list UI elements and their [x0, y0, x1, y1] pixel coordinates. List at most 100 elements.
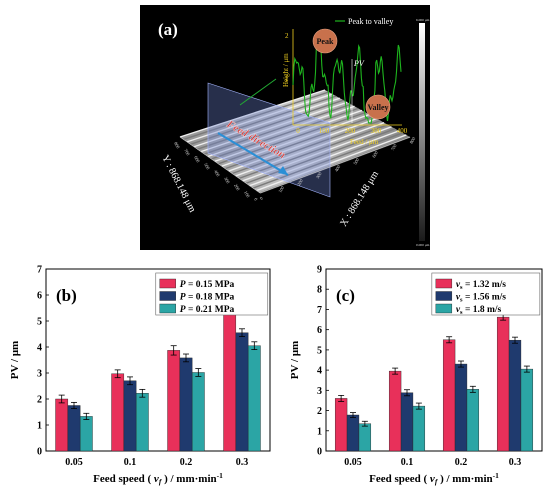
x-axis-tick-label: 600	[371, 150, 379, 159]
y-axis-tick-label: 200	[233, 183, 241, 192]
bar-chart-speed: 0 1 2 3 4 5 6 7 8 9 0.05 0.1 0.2 0.3 (c) vs = 1.32 m/s v…	[289, 265, 543, 486]
y-axis-tick-label: 100	[243, 190, 251, 199]
bar	[191, 372, 205, 452]
x-axis-label: Feed speed ( vf ) / mm·min-1	[93, 471, 223, 486]
legend-label: vs = 1.32 m/s	[456, 280, 506, 291]
bar	[400, 392, 414, 452]
y-axis-tick-label: 600	[193, 155, 201, 164]
surface-ridge	[204, 103, 352, 155]
bar	[388, 370, 402, 452]
x-axis-label: Feed speed ( vf ) / mm·min-1	[369, 471, 499, 486]
x-tick-label: 0.2	[455, 457, 468, 468]
inset-ytick-1: 1	[285, 75, 289, 83]
legend-label: P = 0.15 MPa	[180, 280, 235, 290]
surface-ridge	[231, 119, 381, 175]
x-axis-tick-label: 200	[296, 178, 304, 187]
bar	[135, 393, 149, 452]
y-axis-tick-label: 400	[213, 169, 221, 178]
y-tick-label: 5	[317, 345, 322, 356]
x-axis-tick-label: 400	[334, 164, 342, 173]
bar	[358, 423, 372, 452]
y-tick-label: 4	[37, 343, 42, 354]
surface-ridge	[179, 89, 326, 138]
inset-x-tick-label: 400	[397, 127, 408, 135]
y-tick-label: 7	[317, 305, 322, 316]
y-tick-label: 8	[317, 285, 322, 296]
bar-chart-pressure: 0 1 2 3 4 5 6 7 0.05 0.1 0.2 0.3 (b) P = 0.15 MPa P = …	[9, 265, 271, 486]
surface-ridge	[252, 132, 403, 189]
legend-swatch	[435, 278, 453, 289]
bar	[235, 332, 249, 452]
pv-label: PV	[353, 59, 365, 68]
surface-ridges	[179, 89, 411, 194]
surface-ridge	[193, 97, 341, 148]
x-tick-label: 0.3	[236, 457, 249, 468]
bar	[520, 368, 534, 452]
panel-label: (c)	[336, 286, 355, 305]
y-tick-label: 1	[37, 421, 42, 432]
legend-swatch	[159, 303, 176, 314]
x-axis-tick-label: 500	[352, 157, 360, 166]
surface-ridge	[249, 130, 400, 187]
bar	[167, 350, 181, 452]
bar	[496, 316, 510, 452]
surface-ridge	[186, 93, 333, 143]
legend-swatch	[159, 278, 176, 289]
bar	[247, 345, 261, 452]
inset-ytick-2: 2	[285, 32, 289, 40]
surface-ridge	[242, 126, 392, 182]
bar	[67, 405, 81, 452]
y-tick-label: 7	[37, 265, 42, 276]
surface-ridge	[245, 128, 396, 184]
surface-ridge	[211, 107, 359, 160]
x-tick-label: 0.2	[180, 457, 193, 468]
y-tick-label: 4	[317, 366, 322, 377]
colorbar	[419, 23, 425, 241]
inset-profile-line	[292, 32, 402, 124]
legend-label: P = 0.21 MPa	[180, 305, 235, 315]
bar	[508, 339, 522, 452]
surface-ridge	[218, 111, 366, 165]
bar	[454, 363, 468, 452]
feed-direction-arrow	[217, 132, 289, 176]
panel-a-label: (a)	[158, 20, 178, 39]
bar	[346, 414, 360, 452]
inset-x-tick-label: 100	[319, 127, 330, 135]
y-axis-tick-label: 500	[203, 162, 211, 171]
bar	[442, 339, 456, 452]
feed-arrowhead-icon	[278, 166, 288, 175]
x-axis-ticks: 0 100 200 300 400 500 600 700 800	[259, 136, 417, 201]
valley-label: Valley	[367, 103, 388, 112]
bar	[466, 389, 480, 452]
surface-topography-figure: 6.000 μm 0.000 μm 0100200300400500600700…	[140, 5, 430, 250]
x-axis-tick-label: 100	[277, 185, 285, 194]
legend-swatch	[159, 291, 176, 301]
legend-label: vs = 1.8 m/s	[456, 305, 502, 316]
bar	[123, 380, 137, 452]
surface-ridge	[228, 117, 377, 172]
y-tick-label: 0	[317, 447, 322, 458]
y-tick-label: 9	[317, 265, 322, 276]
peak-label: Peak	[317, 37, 334, 46]
bar	[223, 307, 237, 452]
x-tick-label: 0.1	[401, 457, 414, 468]
peak-marker	[312, 28, 338, 54]
y-tick-label: 2	[37, 395, 42, 406]
y-axis-tick-label: 800	[173, 141, 181, 150]
x-tick-label: 0.05	[65, 457, 83, 468]
inset-legend-label: Peak to valley	[348, 17, 393, 26]
surface-ridge	[197, 99, 344, 150]
panel-label: (b)	[56, 286, 77, 305]
x-axis-tick-label: 0	[259, 195, 265, 200]
x-axis-tick-label: 800	[409, 136, 417, 145]
x-axis-tick-label: 700	[390, 143, 398, 152]
inset-x-tick-label: 300	[371, 127, 382, 135]
legend-label: vs = 1.56 m/s	[456, 293, 506, 304]
section-arrow	[239, 78, 277, 106]
surface-ridge	[256, 134, 407, 192]
bar	[79, 416, 93, 452]
surface-ridge	[235, 122, 385, 177]
y-tick-label: 6	[317, 325, 322, 336]
bar	[55, 398, 69, 452]
y-tick-label: 5	[37, 317, 42, 328]
